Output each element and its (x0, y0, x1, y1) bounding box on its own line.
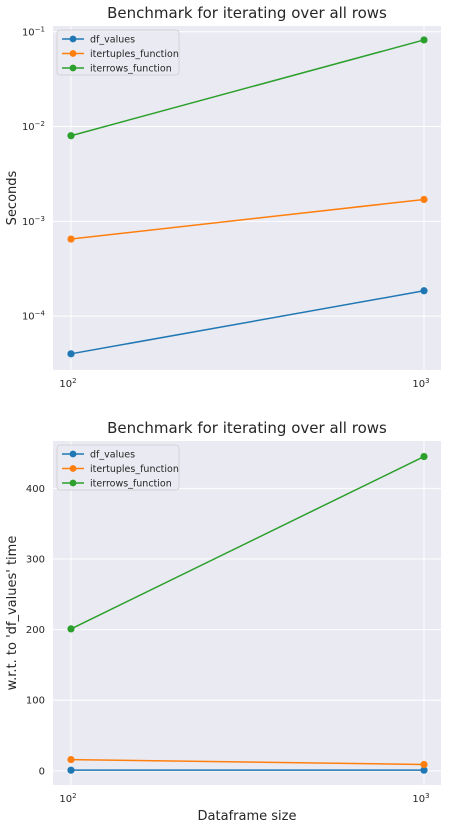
data-point-iterrows-function (420, 452, 428, 461)
data-point-itertuples-function (420, 760, 428, 769)
y-tick-label: 100 (26, 696, 45, 707)
data-point-iterrows-function (67, 625, 75, 633)
data-point-df-values (67, 350, 75, 358)
y-tick-label-base: 10 (22, 122, 35, 133)
series-line-itertuples-function (70, 198, 425, 240)
y-tick-label-exponent: −1 (35, 25, 45, 33)
y-axis-label: w.r.t. to 'df_values' time (5, 536, 20, 691)
chart-title: Benchmark for iterating over all rows (107, 419, 387, 437)
data-point-df-values (420, 287, 428, 295)
x-tick-label-base: 10 (412, 379, 425, 390)
data-point-df-values (420, 766, 428, 774)
y-tick-label-exponent: −2 (35, 120, 45, 128)
x-tick-label-base: 10 (59, 379, 72, 390)
y-tick-label-exponent: −3 (35, 215, 45, 223)
x-tick-label-exponent: 2 (72, 792, 76, 800)
data-point-df-values (67, 766, 75, 774)
legend-label: itertuples_function (90, 49, 179, 60)
x-tick-label-base: 10 (59, 794, 72, 805)
legend-label: iterrows_function (90, 64, 172, 75)
legend: df_values itertuples_function iterrows_fun… (56, 29, 180, 76)
x-tick-label: 102 (59, 792, 76, 805)
y-tick-label-base: 10 (22, 27, 35, 38)
data-point-itertuples-function (420, 195, 428, 204)
legend-marker (69, 479, 77, 487)
series-line-df-values (70, 290, 425, 355)
y-tick-label: 200 (26, 625, 45, 636)
legend-marker (69, 465, 77, 472)
plot-area (53, 441, 441, 785)
legend-box (56, 444, 180, 491)
y-tick-label-base: 10 (22, 312, 35, 323)
y-axis-label: Seconds (5, 170, 20, 225)
data-point-iterrows-function (420, 36, 428, 44)
y-tick-label: 300 (26, 554, 45, 565)
y-tick-label-exponent: −4 (35, 310, 46, 318)
y-tick-label: 10−2 (22, 120, 45, 133)
x-tick-label: 103 (412, 377, 429, 390)
x-tick-label-base: 10 (412, 794, 425, 805)
legend-label: df_values (90, 450, 135, 461)
x-tick-label: 103 (412, 792, 429, 805)
series-line-iterrows-function (70, 455, 425, 630)
data-point-itertuples-function (67, 755, 75, 764)
plot-area (53, 26, 441, 370)
x-axis-label: Dataframe size (198, 809, 297, 824)
data-point-iterrows-function (67, 132, 75, 140)
legend: df_values itertuples_function iterrows_fun… (56, 444, 180, 491)
legend-marker (69, 450, 77, 458)
x-tick-label-exponent: 2 (72, 377, 76, 385)
legend-marker (69, 50, 77, 57)
y-tick-label-base: 10 (22, 217, 35, 228)
legend-marker (69, 35, 77, 43)
y-tick-label: 0 (39, 766, 45, 777)
x-tick-label-exponent: 3 (425, 377, 429, 385)
data-point-itertuples-function (67, 235, 75, 243)
x-tick-label: 102 (59, 377, 76, 390)
y-tick-label: 10−1 (22, 25, 45, 38)
legend-marker (69, 64, 77, 72)
series-line-itertuples-function (70, 758, 425, 766)
legend-label: iterrows_function (90, 479, 172, 490)
series-line-iterrows-function (70, 39, 425, 137)
y-tick-label: 10−3 (22, 215, 45, 228)
legend-label: itertuples_function (90, 464, 179, 475)
legend-label: df_values (90, 35, 135, 46)
y-tick-label: 400 (26, 484, 45, 495)
y-tick-label: 10−4 (22, 310, 46, 323)
x-tick-label-exponent: 3 (425, 792, 429, 800)
chart-title: Benchmark for iterating over all rows (107, 4, 387, 22)
legend-box (56, 29, 180, 76)
